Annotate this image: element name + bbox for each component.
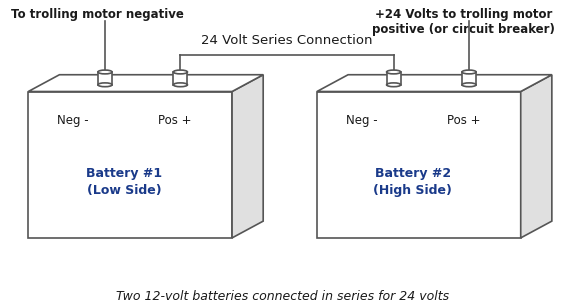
- Text: Battery #2
(High Side): Battery #2 (High Side): [374, 167, 452, 197]
- Polygon shape: [28, 75, 263, 92]
- FancyBboxPatch shape: [462, 72, 476, 85]
- Polygon shape: [521, 75, 552, 238]
- Ellipse shape: [462, 83, 476, 87]
- Text: Two 12-volt batteries connected in series for 24 volts: Two 12-volt batteries connected in serie…: [117, 290, 449, 303]
- Ellipse shape: [173, 70, 187, 74]
- Text: Battery #1
(Low Side): Battery #1 (Low Side): [86, 167, 162, 197]
- Text: Neg -: Neg -: [57, 114, 89, 127]
- Text: To trolling motor negative: To trolling motor negative: [11, 8, 184, 21]
- FancyBboxPatch shape: [98, 72, 112, 85]
- Polygon shape: [317, 75, 552, 92]
- FancyBboxPatch shape: [387, 72, 401, 85]
- Text: Pos +: Pos +: [158, 114, 192, 127]
- Polygon shape: [28, 92, 232, 238]
- Ellipse shape: [98, 70, 112, 74]
- Polygon shape: [232, 75, 263, 238]
- Text: Pos +: Pos +: [447, 114, 481, 127]
- Ellipse shape: [98, 83, 112, 87]
- Text: 24 Volt Series Connection: 24 Volt Series Connection: [201, 34, 373, 47]
- Polygon shape: [317, 92, 521, 238]
- Text: +24 Volts to trolling motor
positive (or circuit breaker): +24 Volts to trolling motor positive (or…: [372, 8, 555, 36]
- Ellipse shape: [462, 70, 476, 74]
- Ellipse shape: [387, 83, 401, 87]
- Text: Neg -: Neg -: [346, 114, 378, 127]
- Ellipse shape: [387, 70, 401, 74]
- FancyBboxPatch shape: [173, 72, 187, 85]
- Ellipse shape: [173, 83, 187, 87]
